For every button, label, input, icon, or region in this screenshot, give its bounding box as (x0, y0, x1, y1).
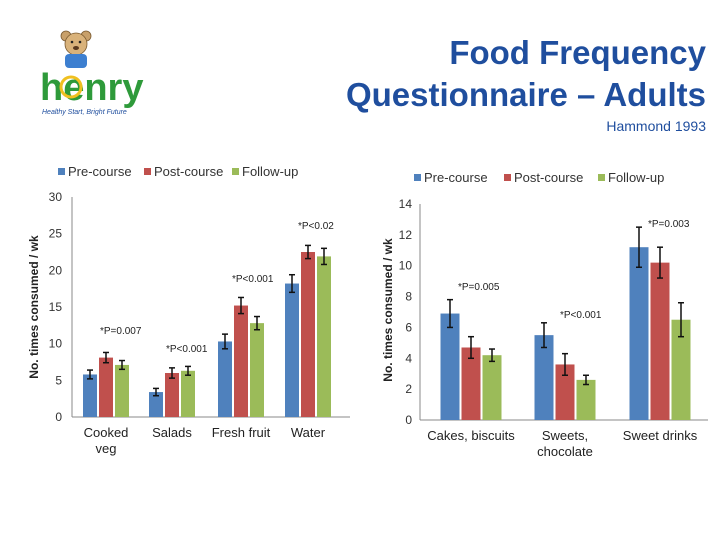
bar (181, 370, 195, 417)
legend-label-follow-up: Follow-up (242, 164, 298, 179)
significance-annotation: *P<0.001 (560, 310, 602, 321)
bear-eye-right (78, 40, 82, 44)
bar (576, 379, 596, 420)
y-tick-label: 12 (399, 228, 413, 242)
bear-shirt (65, 54, 87, 68)
logo-sun-ring (59, 75, 83, 99)
significance-annotation: *P<0.001 (232, 274, 274, 285)
legend-label-pre-course: Pre-course (68, 164, 132, 179)
y-tick-label: 6 (405, 320, 412, 334)
x-category-label: Water (291, 425, 326, 440)
significance-annotation: *P=0.005 (458, 282, 500, 293)
bar (301, 252, 315, 417)
bar (285, 283, 299, 417)
x-category-label: Salads (152, 425, 192, 440)
y-tick-label: 10 (49, 337, 63, 351)
x-category-label-line: chocolate (537, 444, 593, 459)
y-axis-title: No. times consumed / wk (27, 235, 41, 379)
bar (629, 247, 649, 420)
y-tick-label: 15 (49, 300, 63, 314)
bar (99, 357, 113, 417)
bar (650, 262, 670, 420)
bar (115, 364, 129, 417)
page-title-line-1: Food Frequency (449, 34, 706, 71)
significance-annotation: *P<0.02 (298, 221, 334, 232)
x-category-label-line: veg (96, 441, 117, 456)
x-category-label: Sweets, chocolate (537, 428, 593, 459)
legend-label-post-course: Post-course (514, 170, 583, 185)
legend-label-follow-up: Follow-up (608, 170, 664, 185)
legend-label-pre-course: Pre-course (424, 170, 488, 185)
y-tick-label: 5 (55, 373, 62, 387)
x-category-label: Cakes, biscuits (427, 428, 515, 443)
y-tick-label: 0 (55, 410, 62, 424)
bar (218, 341, 232, 417)
x-category-label-line: Sweets, (542, 428, 588, 443)
bar (482, 355, 502, 420)
legend-swatch-post-course (144, 168, 151, 175)
y-tick-label: 0 (405, 413, 412, 427)
y-tick-label: 14 (399, 197, 413, 211)
bar (461, 347, 481, 420)
legend-swatch-post-course (504, 174, 511, 181)
legend-swatch-follow-up (598, 174, 605, 181)
x-category-label: Cooked veg (84, 425, 129, 456)
henry-logo: henry Healthy Start, Bright Future (40, 30, 143, 116)
x-category-label: Fresh fruit (212, 425, 271, 440)
x-category-label-line: Cooked (84, 425, 129, 440)
bar (165, 373, 179, 417)
legend-swatch-pre-course (414, 174, 421, 181)
bar (555, 364, 575, 420)
y-axis-title: No. times consumed / wk (381, 238, 395, 382)
bar (317, 256, 331, 417)
bar (149, 392, 163, 417)
significance-annotation: *P=0.003 (648, 219, 690, 230)
page-title-line-2: Questionnaire – Adults (345, 76, 706, 113)
y-tick-label: 20 (49, 263, 63, 277)
significance-annotation: *P<0.001 (166, 344, 208, 355)
bar (250, 323, 264, 417)
y-tick-label: 2 (405, 382, 412, 396)
bar (534, 335, 554, 420)
legend-swatch-follow-up (232, 168, 239, 175)
x-category-label: Sweet drinks (623, 428, 698, 443)
chart-2: 0 2 4 6 8 10 12 14 No. times consumed / wk Pre-co… (381, 170, 708, 459)
bar (83, 374, 97, 417)
bar (440, 313, 460, 420)
bear-nose (73, 46, 79, 50)
bar (234, 305, 248, 417)
y-tick-label: 10 (399, 259, 413, 273)
citation: Hammond 1993 (606, 118, 706, 134)
y-tick-label: 8 (405, 290, 412, 304)
bear-eye-left (70, 40, 74, 44)
y-tick-label: 30 (49, 190, 63, 204)
chart-1: 0 5 10 15 20 25 30 No. times consumed / wk Pre-c… (27, 164, 350, 456)
legend-label-post-course: Post-course (154, 164, 223, 179)
y-tick-label: 25 (49, 227, 63, 241)
logo-tagline: Healthy Start, Bright Future (42, 109, 127, 116)
logo-wordmark: henry (40, 67, 143, 109)
legend-swatch-pre-course (58, 168, 65, 175)
bar (671, 319, 691, 420)
significance-annotation: *P=0.007 (100, 326, 142, 337)
y-tick-label: 4 (405, 351, 412, 365)
